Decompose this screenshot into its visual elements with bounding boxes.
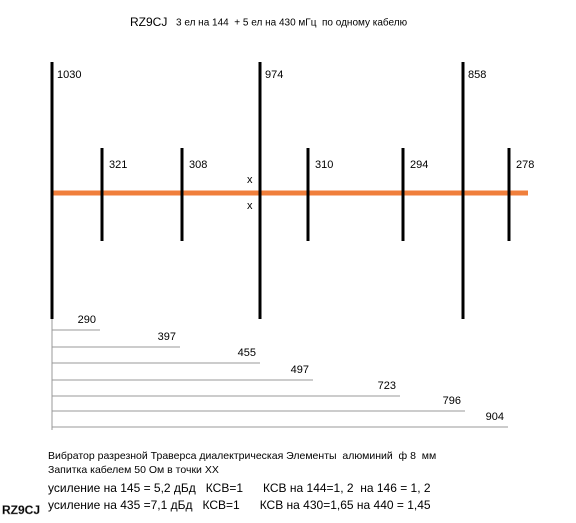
- element-length: 1030: [57, 69, 81, 81]
- note: Вибратор разрезной Траверса диалектричес…: [48, 450, 436, 462]
- spacing-label: 904: [486, 411, 504, 423]
- title: 3 ел на 144 + 5 ел на 430 мГц по одному …: [176, 17, 408, 29]
- spacing-label: 497: [291, 364, 309, 376]
- element-length: 321: [109, 159, 127, 171]
- spacing-label: 290: [78, 314, 96, 326]
- note: усиление на 435 =7,1 дБд КСВ=1 КСВ на 43…: [48, 498, 431, 512]
- element-length: 974: [265, 69, 283, 81]
- spacing-label: 796: [443, 395, 461, 407]
- feed-point: x: [247, 174, 253, 186]
- callsign: RZ9CJ: [130, 15, 167, 29]
- element-length: 308: [189, 159, 207, 171]
- element-length: 310: [315, 159, 333, 171]
- spacing-label: 723: [378, 380, 396, 392]
- feed-point: x: [247, 200, 253, 212]
- element-length: 278: [516, 159, 534, 171]
- element-length: 294: [410, 159, 428, 171]
- watermark: RZ9CJ: [2, 503, 40, 517]
- note: усиление на 145 = 5,2 дБд КСВ=1 КСВ на 1…: [48, 481, 431, 495]
- spacing-label: 455: [238, 347, 256, 359]
- element-length: 858: [468, 69, 486, 81]
- spacing-label: 397: [158, 331, 176, 343]
- note: Запитка кабелем 50 Ом в точки ХХ: [48, 464, 219, 476]
